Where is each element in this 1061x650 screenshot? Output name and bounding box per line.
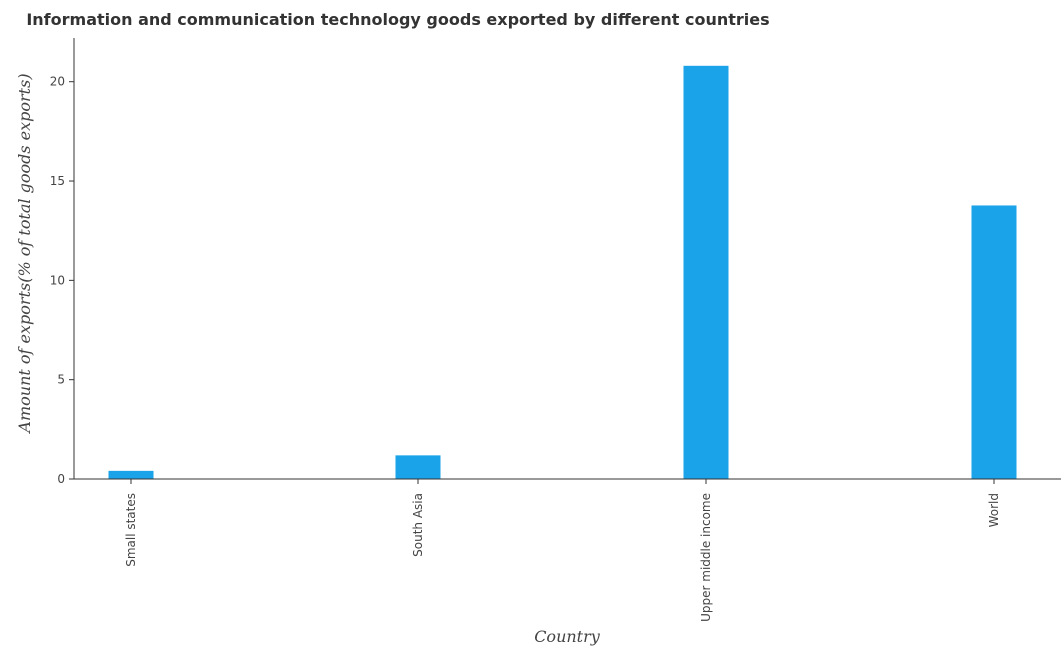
x-tick-label: Small states (124, 493, 138, 567)
y-ticks-group: 0 5 10 15 20 (50, 75, 74, 486)
bar-south-asia (395, 455, 441, 479)
y-axis-label: Amount of exports(% of total goods expor… (15, 73, 34, 434)
y-tick-label: 0 (57, 472, 65, 486)
x-axis-label: Country (534, 627, 601, 646)
bars-group (108, 65, 1017, 479)
y-tick-label: 15 (50, 174, 65, 188)
x-ticks-group: Small states South Asia Upper middle incom… (124, 479, 1001, 622)
x-tick-label: South Asia (411, 493, 425, 557)
y-tick-label: 5 (57, 373, 65, 387)
x-tick-label: World (987, 493, 1001, 527)
bar-world (971, 205, 1017, 479)
bar-upper-middle-income (683, 65, 729, 479)
x-tick-label: Upper middle income (699, 493, 713, 622)
y-tick-label: 20 (50, 75, 65, 89)
chart-title: Information and communication technology… (26, 10, 769, 29)
bar-small-states (108, 470, 154, 479)
y-tick-label: 10 (50, 273, 65, 287)
